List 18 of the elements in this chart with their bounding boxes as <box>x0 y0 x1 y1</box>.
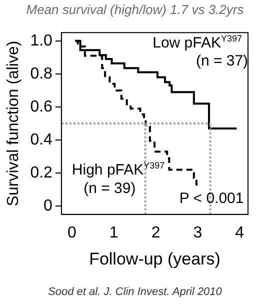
x-tick-label: 2 <box>151 224 160 242</box>
y-tick-label: 0.6 <box>30 98 53 116</box>
y-axis-title: Survival function (alive) <box>5 40 22 206</box>
annotation: P < 0.001 <box>179 190 244 207</box>
annotation: (n = 39) <box>84 180 136 197</box>
x-axis-title: Follow-up (years) <box>89 249 220 268</box>
x-tick-label: 1 <box>109 224 118 242</box>
x-tick-label: 0 <box>67 224 76 242</box>
y-tick-label: 0 <box>44 198 53 215</box>
y-tick-label: 1.0 <box>30 32 53 50</box>
x-tick-label: 4 <box>235 224 244 242</box>
text: Sood et al. J. Clin Invest. April 2010 <box>47 286 223 298</box>
annotation: (n = 37) <box>196 52 248 70</box>
y-tick-label: 0.2 <box>30 164 53 182</box>
chart-title: Mean survival (high/low) 1.7 vs 3.2yrs <box>25 1 245 19</box>
x-tick-label: 3 <box>193 224 202 242</box>
y-tick-label: 0.4 <box>30 131 53 148</box>
y-tick-label: 0.8 <box>30 65 53 82</box>
